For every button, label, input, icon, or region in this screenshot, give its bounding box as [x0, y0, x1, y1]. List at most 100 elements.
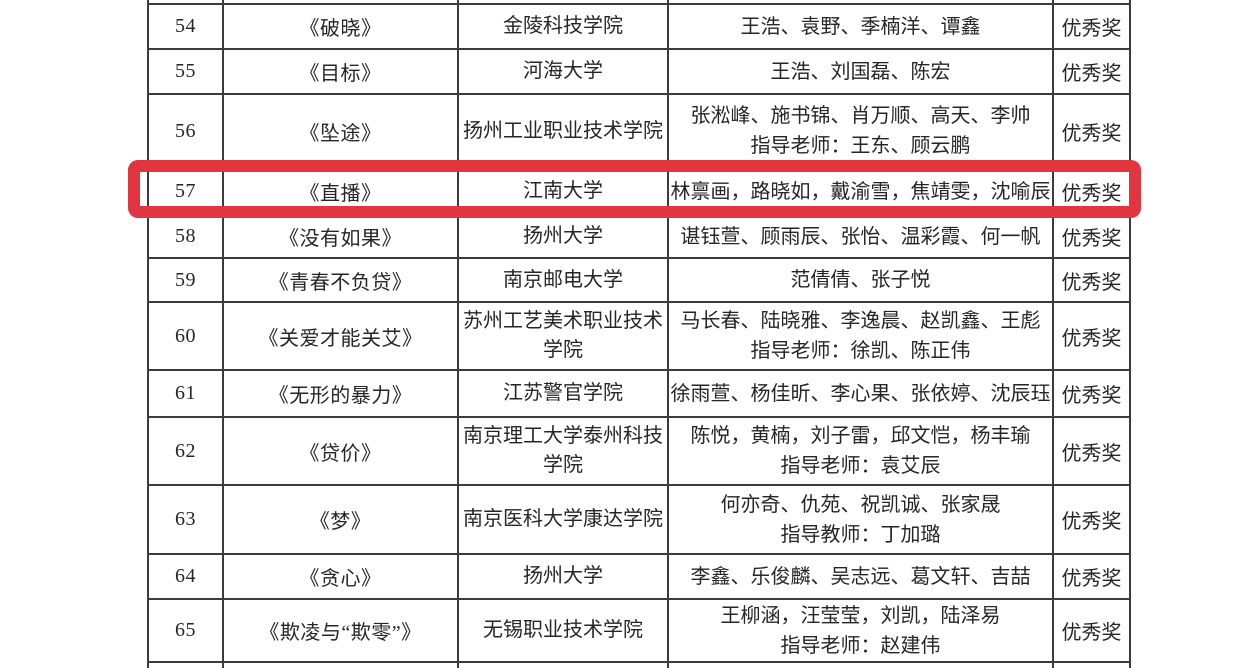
serial-number: 63 — [175, 508, 196, 530]
partial-cell — [147, 661, 224, 668]
awards-table: 54 《破晓》 金陵科技学院 王浩、袁野、季楠洋、谭鑫 优秀奖 55 《目标》 … — [147, 0, 1131, 668]
serial-number: 59 — [175, 268, 196, 291]
cell-school: 江南大学 — [457, 167, 669, 216]
cell-award: 优秀奖 — [1052, 93, 1131, 169]
table-row: 58 《没有如果》 扬州大学 谌钰萱、顾雨辰、张怡、温彩霞、何一帆 优秀奖 — [147, 214, 1131, 259]
cell-members: 王浩、袁野、季楠洋、谭鑫 — [667, 3, 1054, 50]
partial-cell — [147, 0, 224, 5]
work-title: 《目标》 — [299, 63, 382, 85]
cell-members: 谌钰萱、顾雨辰、张怡、温彩霞、何一帆 — [667, 214, 1054, 259]
awards-table-body: 54 《破晓》 金陵科技学院 王浩、袁野、季楠洋、谭鑫 优秀奖 55 《目标》 … — [147, 0, 1131, 668]
cell-award: 优秀奖 — [1052, 416, 1131, 486]
members-line: 徐雨萱、杨佳昕、李心果、张依婷、沈辰珏 — [670, 382, 1051, 405]
cell-work-title: 《梦》 — [222, 484, 459, 555]
table-row: 63 《梦》 南京医科大学康达学院 何亦奇、仇苑、祝凯诚、张家晟 指导教师：丁加… — [147, 484, 1131, 555]
cell-work-title: 《贷价》 — [222, 416, 459, 486]
members-line: 谌钰萱、顾雨辰、张怡、温彩霞、何一帆 — [680, 225, 1041, 248]
cell-members: 徐雨萱、杨佳昕、李心果、张依婷、沈辰珏 — [667, 369, 1054, 418]
work-title: 《梦》 — [309, 511, 372, 533]
work-title: 《坠途》 — [299, 122, 382, 145]
serial-number: 64 — [175, 565, 196, 587]
award-label: 优秀奖 — [1061, 442, 1122, 465]
award-label: 优秀奖 — [1061, 183, 1122, 205]
cell-school: 金陵科技学院 — [457, 3, 669, 50]
members-line: 王浩、袁野、季楠洋、谭鑫 — [740, 15, 981, 38]
members-line: 何亦奇、仇苑、祝凯诚、张家晟 — [720, 493, 1001, 516]
work-title: 《没有如果》 — [279, 228, 402, 250]
cell-school: 南京医科大学康达学院 — [457, 484, 669, 555]
cell-award: 优秀奖 — [1052, 301, 1131, 371]
cell-serial-number: 54 — [147, 3, 224, 50]
partial-row-bottom — [147, 661, 1131, 668]
table-row: 61 《无形的暴力》 江苏警官学院 徐雨萱、杨佳昕、李心果、张依婷、沈辰珏 优秀… — [147, 369, 1131, 418]
cell-members: 林禀画，路晓如，戴渝雪，焦靖雯，沈喻辰 — [667, 167, 1054, 216]
cell-work-title: 《直播》 — [222, 167, 459, 216]
work-title: 《无形的暴力》 — [268, 385, 413, 407]
cell-serial-number: 62 — [147, 416, 224, 486]
school-name: 南京医科大学康达学院 — [463, 508, 663, 530]
partial-row-top — [147, 0, 1131, 5]
award-label: 优秀奖 — [1061, 327, 1122, 350]
advisor-line: 指导老师：徐凯、陈正伟 — [750, 340, 971, 362]
table-row: 56 《坠途》 扬州工业职业技术学院 张淞峰、施书锦、肖万顺、高天、李帅 指导老… — [147, 93, 1131, 169]
partial-cell — [222, 661, 459, 668]
cell-members: 范倩倩、张子悦 — [667, 257, 1054, 303]
award-label: 优秀奖 — [1061, 622, 1122, 644]
cell-work-title: 《无形的暴力》 — [222, 369, 459, 418]
work-title: 《关爱才能关艾》 — [258, 327, 423, 350]
table-row: 60 《关爱才能关艾》 苏州工艺美术职业技术 学院 马长春、陆晓雅、李逸晨、赵凯… — [147, 301, 1131, 371]
partial-cell — [667, 0, 1054, 5]
cell-members: 张淞峰、施书锦、肖万顺、高天、李帅 指导老师：王东、顾云鹏 — [667, 93, 1054, 169]
members-line: 王柳涵，汪莹莹，刘凯，陆泽易 — [720, 604, 1001, 627]
cell-members: 何亦奇、仇苑、祝凯诚、张家晟 指导教师：丁加璐 — [667, 484, 1054, 555]
cell-members: 王柳涵，汪莹莹，刘凯，陆泽易 指导老师：赵建伟 — [667, 598, 1054, 663]
cell-members: 陈悦，黄楠，刘子雷，邱文恺，杨丰瑜 指导老师：袁艾辰 — [667, 416, 1054, 486]
partial-cell — [222, 0, 459, 5]
school-name: 扬州工业职业技术学院 — [463, 119, 663, 142]
advisor-line: 指导老师：赵建伟 — [780, 634, 941, 657]
awards-table-wrapper: 54 《破晓》 金陵科技学院 王浩、袁野、季楠洋、谭鑫 优秀奖 55 《目标》 … — [147, 0, 1131, 668]
members-line: 林禀画，路晓如，戴渝雪，焦靖雯，沈喻辰 — [670, 180, 1051, 203]
work-title: 《破晓》 — [299, 18, 382, 40]
advisor-line: 指导老师：袁艾辰 — [780, 455, 941, 477]
school-name: 江苏警官学院 — [503, 382, 623, 404]
table-row: 62 《贷价》 南京理工大学泰州科技 学院 陈悦，黄楠，刘子雷，邱文恺，杨丰瑜 … — [147, 416, 1131, 486]
school-name: 江南大学 — [523, 180, 603, 202]
cell-school: 苏州工艺美术职业技术 学院 — [457, 301, 669, 371]
table-row: 64 《贪心》 扬州大学 李鑫、乐俊麟、吴志远、葛文轩、吉喆 优秀奖 — [147, 553, 1131, 600]
cell-school: 扬州工业职业技术学院 — [457, 93, 669, 169]
serial-number: 61 — [175, 382, 196, 404]
school-name: 无锡职业技术学院 — [483, 619, 643, 641]
table-row: 54 《破晓》 金陵科技学院 王浩、袁野、季楠洋、谭鑫 优秀奖 — [147, 3, 1131, 50]
cell-school: 扬州大学 — [457, 214, 669, 259]
school-name: 南京理工大学泰州科技 学院 — [463, 425, 663, 476]
cell-serial-number: 57 — [147, 167, 224, 216]
partial-cell — [1052, 0, 1131, 5]
serial-number: 58 — [175, 225, 196, 247]
cell-serial-number: 65 — [147, 598, 224, 663]
cell-school: 扬州大学 — [457, 553, 669, 600]
cell-members: 王浩、刘国磊、陈宏 — [667, 48, 1054, 95]
cell-work-title: 《没有如果》 — [222, 214, 459, 259]
cell-award: 优秀奖 — [1052, 598, 1131, 663]
cell-award: 优秀奖 — [1052, 257, 1131, 303]
cell-work-title: 《欺凌与“欺零”》 — [222, 598, 459, 663]
cell-work-title: 《目标》 — [222, 48, 459, 95]
members-line: 张淞峰、施书锦、肖万顺、高天、李帅 — [690, 105, 1031, 127]
award-label: 优秀奖 — [1061, 271, 1122, 294]
school-name: 南京邮电大学 — [503, 268, 623, 291]
partial-cell — [457, 661, 669, 668]
school-name: 河海大学 — [523, 60, 603, 82]
cell-serial-number: 64 — [147, 553, 224, 600]
cell-work-title: 《青春不负贷》 — [222, 257, 459, 303]
school-name: 金陵科技学院 — [503, 15, 623, 37]
serial-number: 55 — [175, 60, 196, 82]
cell-award: 优秀奖 — [1052, 167, 1131, 216]
cell-members: 马长春、陆晓雅、李逸晨、赵凯鑫、王彪 指导老师：徐凯、陈正伟 — [667, 301, 1054, 371]
work-title: 《青春不负贷》 — [268, 271, 413, 294]
cell-work-title: 《贪心》 — [222, 553, 459, 600]
cell-serial-number: 59 — [147, 257, 224, 303]
serial-number: 60 — [175, 324, 196, 347]
cell-school: 河海大学 — [457, 48, 669, 95]
